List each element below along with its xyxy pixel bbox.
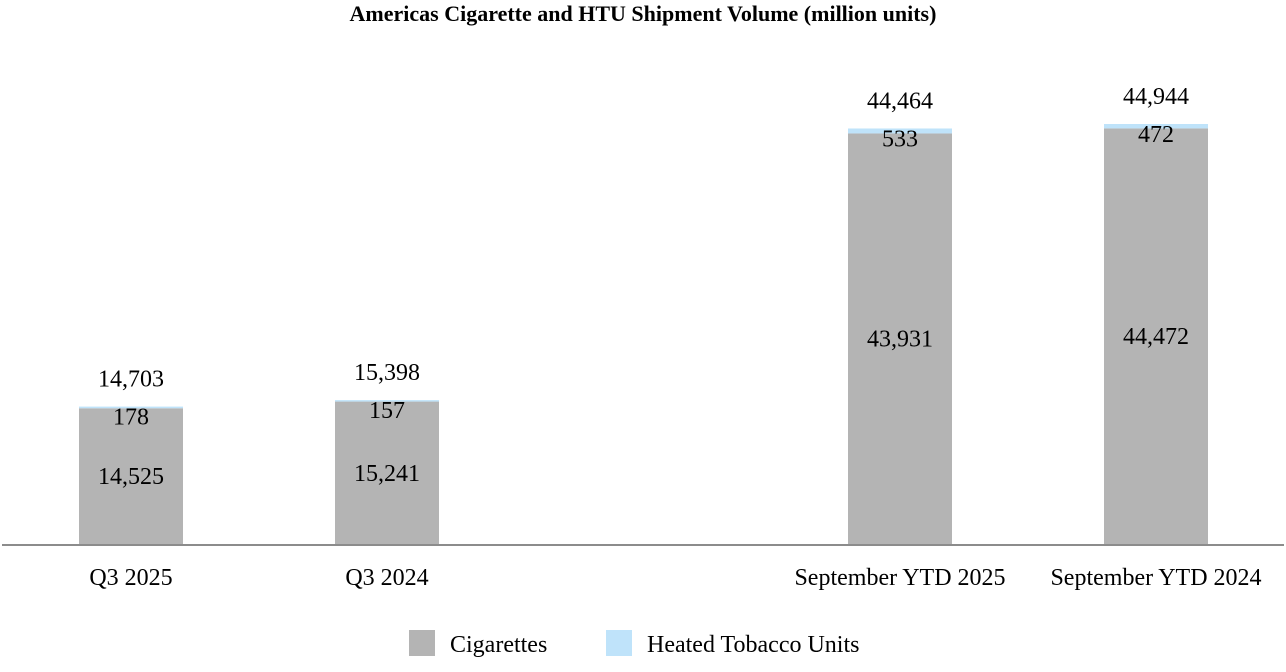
bar-cigarettes [335, 401, 439, 544]
x-tick-label: Q3 2025 [89, 565, 172, 591]
data-label-htu: 157 [369, 398, 405, 424]
x-tick-label: September YTD 2024 [1050, 565, 1261, 591]
legend-label: Cigarettes [450, 632, 547, 658]
bar-heated-tobacco-units [79, 406, 183, 409]
data-label-cigarettes: 44,472 [1123, 324, 1189, 350]
data-label-total: 14,703 [98, 367, 164, 393]
data-label-htu: 533 [882, 126, 918, 152]
bar-heated-tobacco-units [1104, 124, 1208, 129]
data-label-cigarettes: 15,241 [354, 461, 420, 487]
legend: Cigarettes Heated Tobacco Units [409, 630, 859, 658]
legend-swatch [606, 630, 632, 656]
x-tick-label: Q3 2024 [345, 565, 428, 591]
legend-heated-tobacco-units: Heated Tobacco Units [606, 630, 859, 658]
bar-heated-tobacco-units [848, 128, 952, 134]
legend-label: Heated Tobacco Units [647, 632, 859, 658]
legend-swatch [409, 630, 435, 656]
data-label-cigarettes: 14,525 [98, 464, 164, 490]
bars-group: 14,525 178 14,703 15,241 157 15,398 43,931 533 4… [79, 84, 1208, 545]
x-tick-label: September YTD 2025 [794, 565, 1005, 591]
bar-cigarettes [848, 133, 952, 545]
bar-cigarettes [79, 408, 183, 544]
data-label-total: 44,944 [1123, 84, 1189, 110]
x-tick-labels: Q3 2025 Q3 2024 September YTD 2025 Septembe… [89, 565, 1261, 591]
data-label-total: 15,398 [354, 360, 420, 386]
data-label-cigarettes: 43,931 [867, 327, 933, 353]
data-label-htu: 472 [1138, 122, 1174, 148]
data-label-htu: 178 [113, 405, 149, 431]
bar-heated-tobacco-units [335, 400, 439, 402]
chart-title: Americas Cigarette and HTU Shipment Volu… [350, 1, 937, 26]
legend-cigarettes: Cigarettes [409, 630, 547, 658]
data-label-total: 44,464 [867, 88, 933, 114]
bar-cigarettes [1104, 128, 1208, 544]
